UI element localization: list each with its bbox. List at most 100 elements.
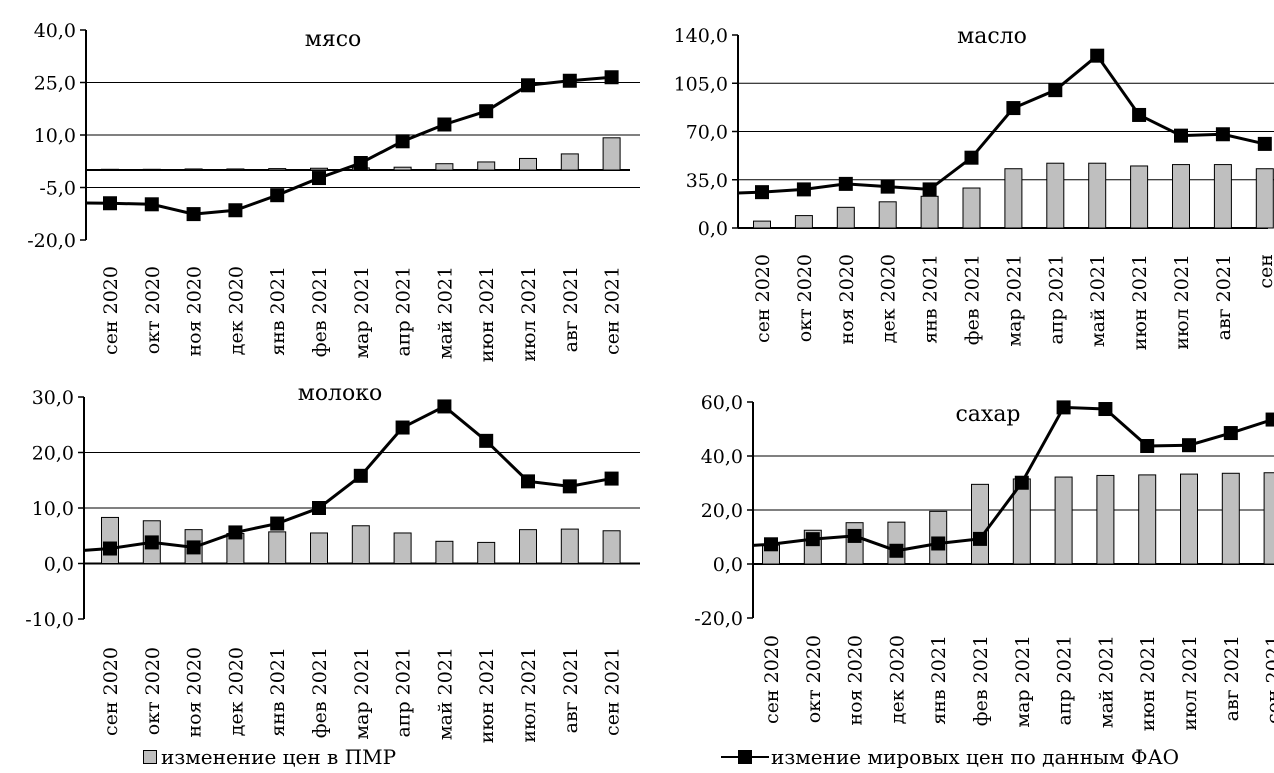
x-tick-label: фев 2021: [962, 254, 984, 345]
x-tick-label: авг 2021: [1221, 635, 1243, 721]
bar: [393, 532, 412, 564]
x-tick-label: мар 2021: [1003, 254, 1025, 347]
line-marker: [973, 531, 987, 546]
x-tick-label: ноя 2020: [184, 647, 206, 737]
legend-bars-label: изменение цен в ПМР: [161, 745, 397, 769]
y-tick-label: 105,0: [674, 73, 728, 95]
bar: [1138, 474, 1157, 565]
x-tick-label: апр 2021: [393, 647, 415, 738]
y-tick-label: -20,0: [27, 230, 76, 252]
x-tick-label: янв 2021: [267, 266, 289, 356]
line-marker: [103, 196, 117, 211]
bar: [1046, 162, 1065, 229]
line-marker: [103, 541, 117, 556]
y-tick-label: 0,0: [698, 218, 728, 240]
line-marker: [1014, 475, 1029, 490]
bar: [1180, 473, 1198, 565]
x-tick-label: янв 2021: [928, 635, 950, 725]
x-tick-label: ноя 2020: [845, 635, 867, 725]
line-marker: [312, 501, 326, 515]
y-tick-label: 20,0: [32, 443, 74, 465]
y-tick-label: 40,0: [701, 446, 743, 468]
line-marker: [270, 516, 285, 531]
bar: [1221, 472, 1240, 565]
bar: [753, 220, 771, 229]
chart-title: мясо: [305, 27, 362, 52]
x-tick-label: апр 2021: [1045, 254, 1067, 345]
line-marker: [353, 468, 368, 483]
bar: [477, 541, 496, 564]
legend-line: измение мировых цен по данным ФАО: [721, 744, 1179, 770]
y-tick-label: -5,0: [39, 178, 76, 200]
x-tick-label: фев 2021: [309, 266, 331, 357]
line-marker: [1215, 127, 1230, 142]
y-tick-label: 25,0: [34, 73, 76, 95]
chart-figure: 40,0 25,0 10,0 -5,0 -20,0 мясо сен 2020 окт 202…: [25, 20, 1274, 743]
bar: [101, 168, 119, 171]
x-tick-label: апр 2021: [1054, 635, 1076, 726]
bar: [602, 530, 621, 565]
y-tick-label: -20,0: [694, 608, 743, 630]
x-tick-label: сен: [1255, 254, 1274, 289]
line-marker: [228, 203, 243, 218]
x-tick-label: июн 2021: [476, 266, 498, 362]
chart-title: молоко: [298, 381, 383, 406]
x-tick-label: мар 2021: [351, 266, 373, 359]
x-tick-label: июл 2021: [1179, 635, 1201, 731]
line-marker: [889, 543, 904, 558]
x-tick-label: дек 2020: [886, 635, 908, 724]
bar: [268, 531, 287, 564]
bar: [519, 157, 537, 171]
bar: [268, 168, 287, 171]
bar: [310, 532, 328, 564]
bar: [1130, 165, 1149, 229]
x-tick-label: июл 2021: [518, 647, 540, 743]
bar: [878, 201, 897, 229]
line-marker: [395, 420, 410, 435]
x-tick-label: июл 2021: [1171, 254, 1193, 350]
bar: [845, 522, 864, 565]
line-marker: [479, 433, 494, 448]
line-marker: [562, 73, 577, 88]
x-tick-label: июл 2021: [518, 266, 540, 362]
x-tick-label: сен 2021: [1263, 635, 1274, 724]
bar: [142, 168, 161, 171]
bar: [794, 215, 813, 229]
bar: [1088, 162, 1107, 229]
x-tick-label: май 2021: [1087, 254, 1109, 347]
line-marker: [186, 207, 201, 222]
line-marker: [964, 150, 979, 165]
bar: [393, 166, 412, 171]
y-tick-label: 30,0: [32, 387, 74, 409]
legend-bar-swatch: [143, 750, 157, 764]
bar: [310, 167, 328, 171]
x-tick-label: мар 2021: [1012, 635, 1034, 728]
line-marker: [922, 182, 937, 197]
y-tick-label: 70,0: [686, 122, 728, 144]
x-tick-label: янв 2021: [920, 254, 942, 344]
bar: [962, 187, 981, 229]
y-tick-label: 20,0: [701, 500, 743, 522]
y-tick-label: 0,0: [44, 554, 74, 576]
x-tick-label: фев 2021: [970, 635, 992, 726]
bar: [560, 528, 579, 565]
x-tick-label: мар 2021: [351, 647, 373, 740]
y-tick-label: 60,0: [701, 392, 743, 414]
x-tick-label: дек 2020: [878, 254, 900, 343]
bar: [920, 195, 939, 229]
line-marker: [437, 117, 452, 132]
line-marker: [395, 134, 410, 149]
bar: [1054, 476, 1073, 565]
x-tick-label: июн 2021: [1129, 254, 1151, 350]
x-tick-label: сен 2020: [752, 254, 774, 343]
line-marker: [312, 171, 326, 186]
line-marker: [1056, 400, 1071, 415]
line-marker: [1257, 136, 1272, 151]
line-marker: [847, 528, 862, 543]
x-tick-label: окт 2020: [794, 254, 816, 342]
y-tick-label: 10,0: [32, 498, 74, 520]
y-tick-label: 35,0: [686, 170, 728, 192]
line-marker: [1098, 402, 1113, 417]
bar: [1213, 164, 1232, 229]
line-marker: [604, 471, 619, 486]
